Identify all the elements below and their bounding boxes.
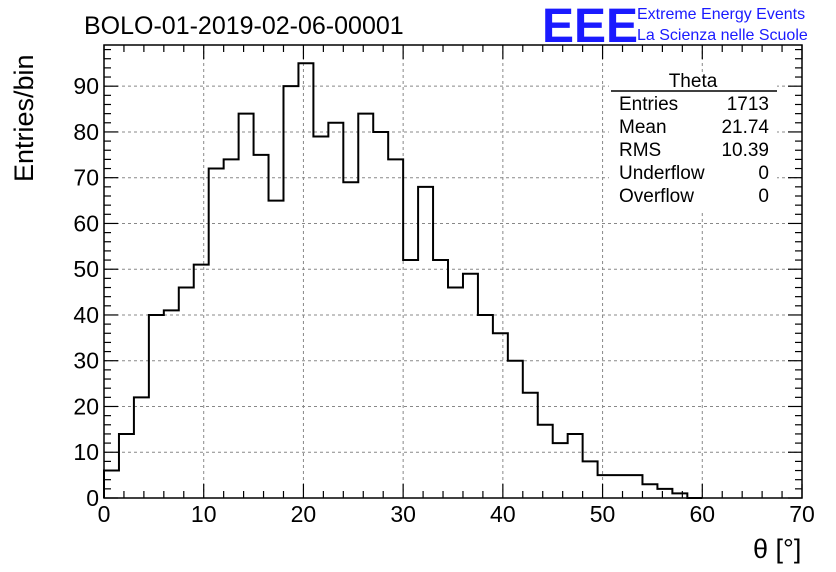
x-tick-label-30: 30: [390, 501, 416, 527]
histogram-bin: [119, 434, 134, 498]
histogram-bin: [493, 333, 508, 498]
y-tick-label-70: 70: [73, 165, 99, 191]
histogram-bin: [433, 260, 448, 498]
x-tick-label-40: 40: [490, 501, 516, 527]
histogram-bin: [538, 425, 553, 498]
histogram-bin: [508, 361, 523, 498]
histogram-bin: [598, 475, 613, 498]
y-tick-label-90: 90: [73, 73, 99, 99]
histogram-bin: [388, 159, 403, 498]
histogram-bin: [254, 155, 269, 498]
histogram-bin: [642, 484, 657, 498]
histogram-bin: [448, 288, 463, 498]
y-tick-label-10: 10: [73, 439, 99, 465]
histogram-series: [103, 62, 703, 499]
histogram-bin: [283, 86, 298, 498]
x-tick-label-10: 10: [191, 501, 217, 527]
tick-labels: 0 10 20 30 40 50 60 70 0 10 20 30 40 50 60 70 80 90: [73, 73, 814, 527]
histogram-bin: [613, 475, 628, 498]
histogram-bin: [328, 123, 343, 498]
x-tick-label-60: 60: [689, 501, 715, 527]
histogram-bin: [179, 288, 194, 498]
x-tick-label-20: 20: [291, 501, 317, 527]
histogram-outline: [103, 62, 703, 499]
stats-label-underflow: Underflow: [619, 163, 705, 184]
histogram-bin: [343, 182, 358, 498]
y-tick-label-50: 50: [73, 256, 99, 282]
eee-logo: EEE Extreme Energy Events La Scienza nel…: [542, 0, 808, 53]
y-tick-label-0: 0: [86, 485, 99, 511]
histogram-bin: [269, 201, 284, 498]
histogram-bin: [134, 397, 149, 498]
stats-label-entries: Entries: [619, 94, 678, 115]
stats-box: Theta Entries 1713 Mean 21.74 RMS 10.39 …: [609, 71, 777, 212]
histogram-bin: [373, 132, 388, 498]
stats-value-rms: 10.39: [721, 140, 769, 161]
histogram-bin: [403, 260, 418, 498]
histogram-bin: [239, 114, 254, 498]
stats-label-rms: RMS: [619, 140, 661, 161]
eee-logo-mark: EEE: [542, 0, 638, 53]
histogram-bin: [463, 274, 478, 498]
y-axis-title: Entries/bin: [9, 54, 39, 182]
stats-value-underflow: 0: [758, 163, 769, 184]
histogram-bin: [553, 443, 568, 498]
y-tick-label-80: 80: [73, 119, 99, 145]
grid-lines: [104, 45, 802, 498]
histogram-bin: [523, 393, 538, 498]
histogram-bin: [478, 315, 493, 498]
y-tick-label-60: 60: [73, 210, 99, 236]
eee-logo-line2: La Scienza nelle Scuole: [637, 27, 808, 44]
histogram-bin: [209, 169, 224, 498]
histogram-bin: [672, 493, 687, 498]
histogram-bin: [104, 471, 119, 498]
stats-label-mean: Mean: [619, 117, 667, 138]
eee-logo-line1: Extreme Energy Events: [637, 6, 805, 23]
histogram-bin: [628, 475, 643, 498]
stats-label-overflow: Overflow: [619, 186, 694, 207]
stats-value-mean: 21.74: [721, 117, 769, 138]
plot-frame: [103, 44, 803, 499]
histogram-bin: [583, 461, 598, 498]
axes-frame: [103, 44, 803, 499]
x-tick-label-70: 70: [789, 501, 815, 527]
x-axis-title: θ [°]: [753, 534, 801, 564]
y-tick-label-30: 30: [73, 348, 99, 374]
x-tick-label-50: 50: [590, 501, 616, 527]
histogram-bin: [418, 187, 433, 498]
histogram-bin: [224, 159, 239, 498]
histogram-bin: [164, 310, 179, 498]
stats-value-overflow: 0: [758, 186, 769, 207]
histogram-bin: [657, 489, 672, 498]
y-tick-label-40: 40: [73, 302, 99, 328]
histogram-bin: [298, 63, 313, 498]
histogram-bin: [358, 114, 373, 498]
y-tick-label-20: 20: [73, 393, 99, 419]
stats-value-entries: 1713: [727, 94, 769, 115]
histogram-bin: [313, 137, 328, 498]
chart-title: BOLO-01-2019-02-06-00001: [84, 12, 404, 40]
x-tick-label-0: 0: [98, 501, 111, 527]
histogram-bin: [149, 315, 164, 498]
histogram-bin: [568, 434, 583, 498]
histogram-bin: [194, 265, 209, 498]
axis-ticks: [103, 45, 803, 499]
stats-box-title: Theta: [669, 71, 718, 92]
stats-box-background: [609, 72, 777, 212]
